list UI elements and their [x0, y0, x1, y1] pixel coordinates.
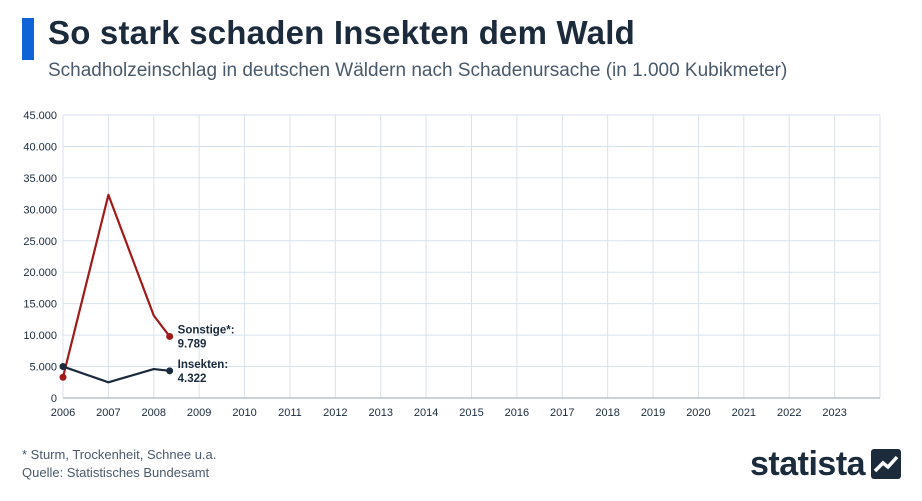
series-end-point	[166, 332, 174, 340]
y-tick-label: 15.000	[23, 299, 57, 311]
x-tick-label: 2008	[142, 407, 166, 419]
x-tick-label: 2021	[732, 407, 756, 419]
logo-text: statista	[750, 444, 866, 483]
footnote: * Sturm, Trockenheit, Schnee u.a.	[22, 447, 217, 462]
series-start-point	[59, 363, 67, 371]
x-tick-label: 2023	[822, 407, 846, 419]
series-end-value: 4.322	[178, 373, 207, 385]
x-tick-label: 2006	[51, 407, 75, 419]
x-tick-label: 2013	[368, 407, 392, 419]
source-note: Quelle: Statistisches Bundesamt	[22, 465, 210, 480]
series-line-sonstige	[61, 193, 171, 378]
statista-logo: statista	[750, 444, 902, 484]
y-tick-label: 30.000	[23, 204, 57, 216]
y-tick-label: 20.000	[23, 267, 57, 279]
x-tick-label: 2014	[414, 407, 438, 419]
series-start-point	[59, 373, 67, 381]
x-tick-label: 2007	[96, 407, 120, 419]
x-tick-label: 2020	[686, 407, 710, 419]
y-tick-label: 25.000	[23, 236, 57, 248]
x-tick-label: 2017	[550, 407, 574, 419]
line-chart: 0 5.000 10.000 15.000 20.000 25.000 30.000 35.0…	[23, 110, 881, 419]
series-end-value: 9.789	[178, 338, 207, 350]
series-end-label: Insekten:	[178, 359, 229, 371]
y-tick-label: 10.000	[23, 330, 57, 342]
x-tick-label: 2022	[777, 407, 801, 419]
y-tick-label: 40.000	[23, 141, 57, 153]
x-tick-label: 2011	[278, 407, 302, 419]
statista-logo-icon	[871, 449, 902, 479]
x-tick-label: 2012	[323, 407, 347, 419]
x-tick-label: 2018	[595, 407, 619, 419]
chart-title: So stark schaden Insekten dem Wald	[48, 14, 635, 51]
y-tick-label: 45.000	[23, 110, 57, 122]
chart-subtitle: Schadholzeinschlag in deutschen Wäldern …	[48, 60, 788, 81]
y-tick-label: 5.000	[29, 362, 57, 374]
x-tick-label: 2009	[187, 407, 211, 419]
x-tick-label: 2016	[505, 407, 529, 419]
series-line-insekten	[62, 365, 170, 384]
y-tick-label: 35.000	[23, 173, 57, 185]
series-end-point	[166, 367, 174, 375]
x-tick-label: 2019	[641, 407, 665, 419]
title-accent-bar	[22, 18, 34, 60]
x-tick-label: 2010	[232, 407, 256, 419]
x-tick-label: 2015	[459, 407, 483, 419]
series-end-label: Sonstige*:	[178, 324, 235, 336]
y-tick-label: 0	[51, 393, 57, 405]
